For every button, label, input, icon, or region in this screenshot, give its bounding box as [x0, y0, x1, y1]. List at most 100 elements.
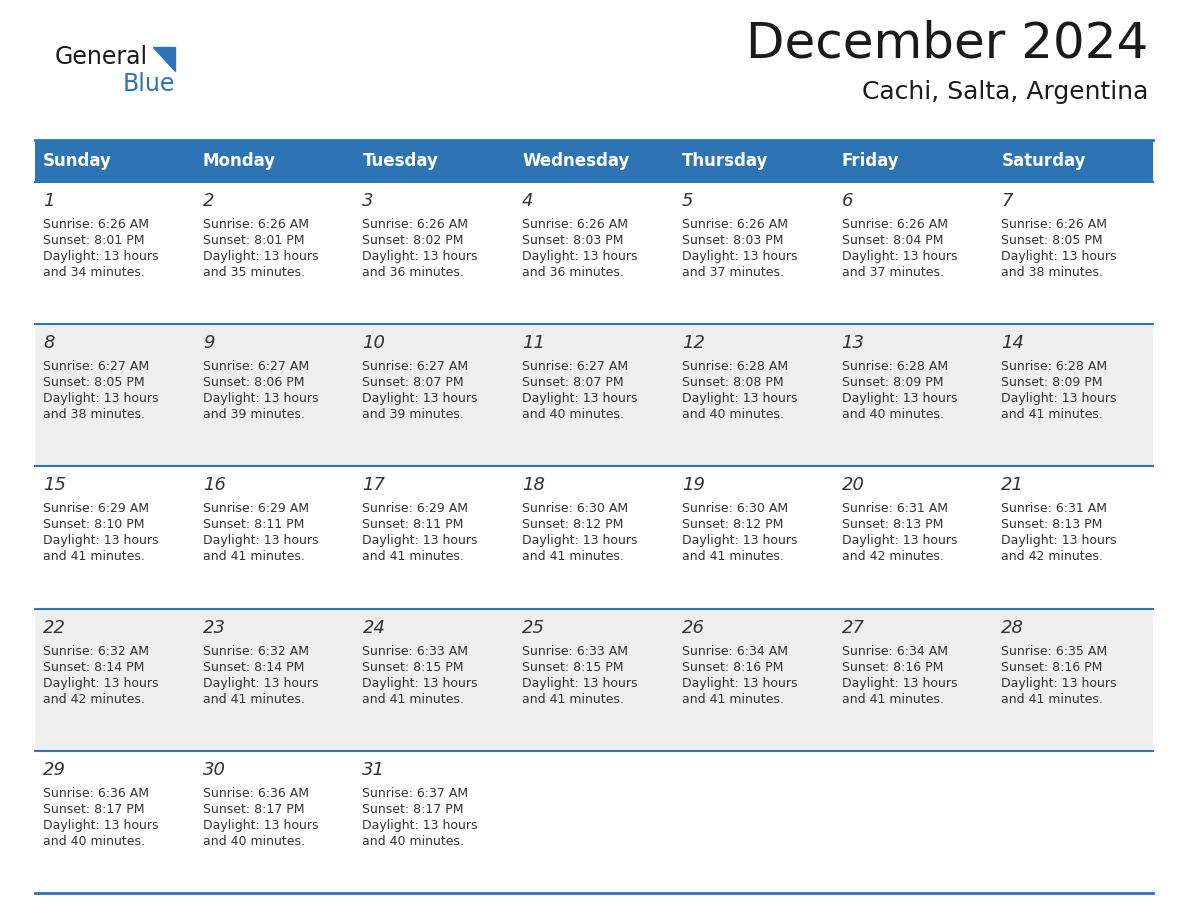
Text: and 41 minutes.: and 41 minutes. [1001, 692, 1104, 706]
Text: Sunset: 8:08 PM: Sunset: 8:08 PM [682, 376, 783, 389]
Text: Daylight: 13 hours: Daylight: 13 hours [523, 534, 638, 547]
Text: Sunrise: 6:36 AM: Sunrise: 6:36 AM [203, 787, 309, 800]
Text: Sunrise: 6:26 AM: Sunrise: 6:26 AM [362, 218, 468, 231]
Text: Sunset: 8:05 PM: Sunset: 8:05 PM [43, 376, 145, 389]
Text: Blue: Blue [124, 72, 176, 96]
Text: 15: 15 [43, 476, 67, 495]
Text: 25: 25 [523, 619, 545, 636]
Text: Saturday: Saturday [1001, 152, 1086, 170]
Text: Daylight: 13 hours: Daylight: 13 hours [43, 819, 158, 832]
Text: 14: 14 [1001, 334, 1024, 353]
Text: 9: 9 [203, 334, 214, 353]
Text: Daylight: 13 hours: Daylight: 13 hours [362, 392, 478, 405]
Text: Sunset: 8:07 PM: Sunset: 8:07 PM [523, 376, 624, 389]
Text: Sunset: 8:07 PM: Sunset: 8:07 PM [362, 376, 465, 389]
Text: Sunrise: 6:29 AM: Sunrise: 6:29 AM [43, 502, 148, 515]
Text: Daylight: 13 hours: Daylight: 13 hours [682, 677, 797, 689]
Text: 5: 5 [682, 192, 694, 210]
Text: Sunset: 8:15 PM: Sunset: 8:15 PM [362, 661, 465, 674]
Text: and 34 minutes.: and 34 minutes. [43, 266, 145, 279]
Text: Daylight: 13 hours: Daylight: 13 hours [362, 677, 478, 689]
Text: Daylight: 13 hours: Daylight: 13 hours [841, 392, 958, 405]
Text: December 2024: December 2024 [746, 20, 1148, 68]
Text: 23: 23 [203, 619, 226, 636]
Text: and 40 minutes.: and 40 minutes. [523, 409, 624, 421]
Text: 29: 29 [43, 761, 67, 778]
Text: 31: 31 [362, 761, 385, 778]
Text: and 41 minutes.: and 41 minutes. [203, 551, 304, 564]
Text: 19: 19 [682, 476, 704, 495]
Text: and 42 minutes.: and 42 minutes. [841, 551, 943, 564]
Text: and 36 minutes.: and 36 minutes. [523, 266, 624, 279]
Text: and 41 minutes.: and 41 minutes. [43, 551, 145, 564]
Text: Cachi, Salta, Argentina: Cachi, Salta, Argentina [861, 80, 1148, 104]
Text: Sunrise: 6:32 AM: Sunrise: 6:32 AM [203, 644, 309, 657]
Text: Sunset: 8:03 PM: Sunset: 8:03 PM [523, 234, 624, 247]
Text: Sunday: Sunday [43, 152, 112, 170]
Text: and 41 minutes.: and 41 minutes. [1001, 409, 1104, 421]
Text: 26: 26 [682, 619, 704, 636]
Text: Daylight: 13 hours: Daylight: 13 hours [1001, 534, 1117, 547]
Text: Sunrise: 6:33 AM: Sunrise: 6:33 AM [362, 644, 468, 657]
Text: Sunrise: 6:30 AM: Sunrise: 6:30 AM [523, 502, 628, 515]
Text: Sunset: 8:06 PM: Sunset: 8:06 PM [203, 376, 304, 389]
Text: General: General [55, 45, 148, 69]
Text: and 39 minutes.: and 39 minutes. [362, 409, 465, 421]
Text: and 41 minutes.: and 41 minutes. [203, 692, 304, 706]
Text: Sunrise: 6:29 AM: Sunrise: 6:29 AM [203, 502, 309, 515]
Text: and 41 minutes.: and 41 minutes. [841, 692, 943, 706]
Text: and 41 minutes.: and 41 minutes. [682, 551, 784, 564]
Text: Daylight: 13 hours: Daylight: 13 hours [203, 819, 318, 832]
Text: and 35 minutes.: and 35 minutes. [203, 266, 304, 279]
Text: Sunrise: 6:30 AM: Sunrise: 6:30 AM [682, 502, 788, 515]
Text: Daylight: 13 hours: Daylight: 13 hours [682, 392, 797, 405]
Text: Daylight: 13 hours: Daylight: 13 hours [203, 534, 318, 547]
Text: Monday: Monday [203, 152, 276, 170]
Text: and 40 minutes.: and 40 minutes. [841, 409, 943, 421]
Text: and 41 minutes.: and 41 minutes. [523, 551, 624, 564]
Text: 7: 7 [1001, 192, 1013, 210]
Text: and 38 minutes.: and 38 minutes. [43, 409, 145, 421]
Text: Daylight: 13 hours: Daylight: 13 hours [841, 534, 958, 547]
Text: 28: 28 [1001, 619, 1024, 636]
Text: Sunrise: 6:26 AM: Sunrise: 6:26 AM [1001, 218, 1107, 231]
Text: and 41 minutes.: and 41 minutes. [682, 692, 784, 706]
Text: Daylight: 13 hours: Daylight: 13 hours [682, 250, 797, 263]
Text: Daylight: 13 hours: Daylight: 13 hours [43, 677, 158, 689]
Text: Sunrise: 6:31 AM: Sunrise: 6:31 AM [841, 502, 948, 515]
Text: 17: 17 [362, 476, 385, 495]
Text: Daylight: 13 hours: Daylight: 13 hours [203, 392, 318, 405]
Text: Daylight: 13 hours: Daylight: 13 hours [523, 250, 638, 263]
Text: and 41 minutes.: and 41 minutes. [362, 551, 465, 564]
Text: Sunrise: 6:34 AM: Sunrise: 6:34 AM [682, 644, 788, 657]
Text: and 42 minutes.: and 42 minutes. [43, 692, 145, 706]
Text: Daylight: 13 hours: Daylight: 13 hours [1001, 677, 1117, 689]
Bar [34, 609, 1154, 751]
Text: Sunset: 8:13 PM: Sunset: 8:13 PM [841, 519, 943, 532]
Text: Sunset: 8:04 PM: Sunset: 8:04 PM [841, 234, 943, 247]
Text: 20: 20 [841, 476, 865, 495]
Text: Sunset: 8:03 PM: Sunset: 8:03 PM [682, 234, 783, 247]
Text: Sunset: 8:16 PM: Sunset: 8:16 PM [1001, 661, 1102, 674]
Text: Sunset: 8:09 PM: Sunset: 8:09 PM [1001, 376, 1102, 389]
Polygon shape [153, 47, 175, 71]
Text: Daylight: 13 hours: Daylight: 13 hours [1001, 250, 1117, 263]
Text: Sunrise: 6:35 AM: Sunrise: 6:35 AM [1001, 644, 1107, 657]
Text: Sunset: 8:11 PM: Sunset: 8:11 PM [203, 519, 304, 532]
Text: Sunrise: 6:27 AM: Sunrise: 6:27 AM [523, 360, 628, 374]
Text: Sunrise: 6:29 AM: Sunrise: 6:29 AM [362, 502, 468, 515]
Text: and 40 minutes.: and 40 minutes. [682, 409, 784, 421]
Text: Daylight: 13 hours: Daylight: 13 hours [523, 677, 638, 689]
Bar [34, 751, 1154, 893]
Text: Daylight: 13 hours: Daylight: 13 hours [841, 250, 958, 263]
Text: 4: 4 [523, 192, 533, 210]
Text: Sunrise: 6:28 AM: Sunrise: 6:28 AM [1001, 360, 1107, 374]
Text: and 40 minutes.: and 40 minutes. [362, 834, 465, 848]
Text: Sunset: 8:13 PM: Sunset: 8:13 PM [1001, 519, 1102, 532]
Text: and 37 minutes.: and 37 minutes. [841, 266, 943, 279]
Text: Tuesday: Tuesday [362, 152, 438, 170]
Text: Daylight: 13 hours: Daylight: 13 hours [841, 677, 958, 689]
Text: Sunrise: 6:26 AM: Sunrise: 6:26 AM [841, 218, 948, 231]
Text: Wednesday: Wednesday [523, 152, 630, 170]
Text: Daylight: 13 hours: Daylight: 13 hours [43, 250, 158, 263]
